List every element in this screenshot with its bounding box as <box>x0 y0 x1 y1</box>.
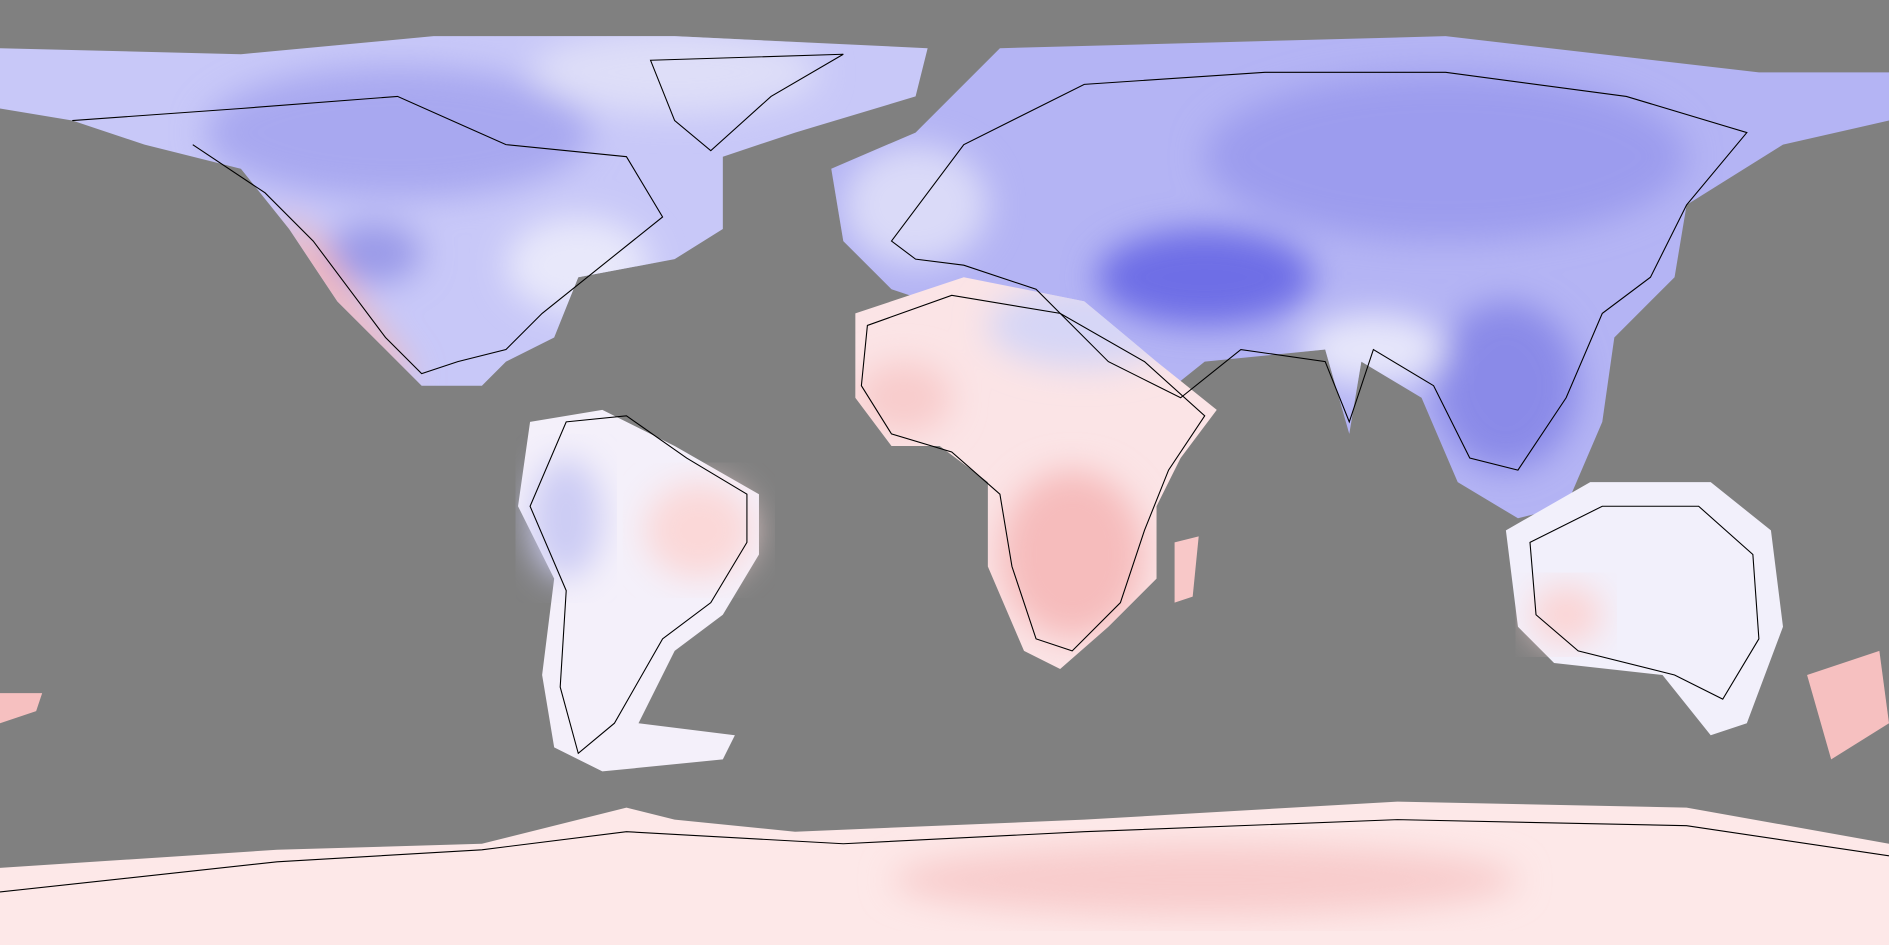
coastline <box>890 71 1748 471</box>
warm-patch <box>0 693 43 724</box>
cold-anomaly <box>1204 72 1687 242</box>
mild-anomaly <box>530 36 820 115</box>
coastline <box>649 53 844 152</box>
coastlines <box>0 53 1889 893</box>
cold-anomaly <box>1433 301 1579 471</box>
warm-anomaly <box>1529 584 1603 645</box>
mild-anomaly <box>843 144 988 266</box>
cold-anomaly <box>530 458 603 579</box>
cold-anomaly <box>325 222 422 284</box>
warm-anomaly <box>855 361 952 434</box>
warm-anomaly <box>644 482 753 579</box>
cold-anomaly <box>1096 229 1314 326</box>
coastline <box>529 415 748 755</box>
new-zealand-region <box>1807 650 1889 760</box>
cold-anomaly <box>204 66 591 199</box>
madagascar <box>1174 536 1199 603</box>
coastline <box>72 95 664 375</box>
warm-anomaly <box>277 210 416 380</box>
warm-anomaly <box>999 470 1145 639</box>
warm-anomaly <box>891 843 1518 917</box>
coastline <box>860 294 1206 652</box>
australia-region <box>1505 482 1783 736</box>
coastline <box>1529 505 1760 700</box>
north-america-anomalies <box>204 36 820 380</box>
eurasia-anomalies <box>843 72 1687 471</box>
coastline <box>0 819 1889 893</box>
